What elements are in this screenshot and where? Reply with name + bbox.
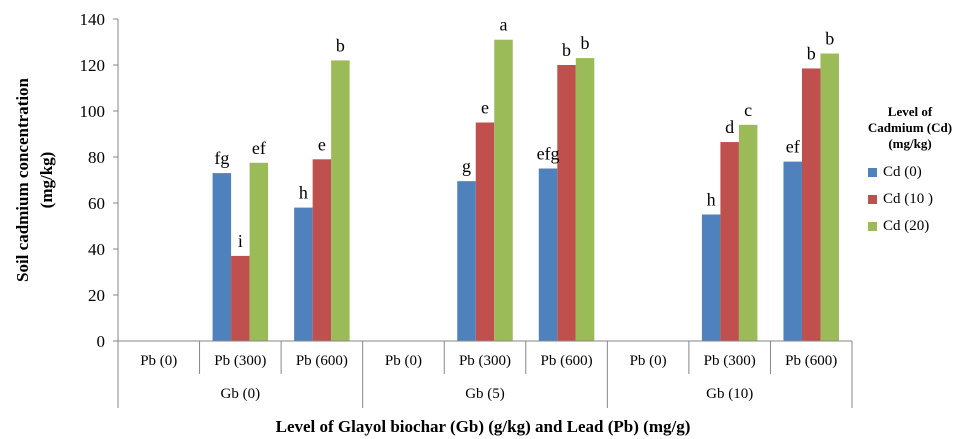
bar bbox=[312, 159, 332, 341]
y-axis-ticks: 0 20 40 60 80 100 120 140 bbox=[80, 10, 118, 351]
legend-label: Cd (10 ) bbox=[883, 191, 933, 207]
y-tick-label: 100 bbox=[80, 102, 106, 121]
bar-data-label: fg bbox=[214, 148, 229, 168]
y-tick-label: 40 bbox=[88, 240, 105, 259]
y-tick-label: 60 bbox=[88, 194, 105, 213]
bar-data-label: b bbox=[825, 29, 834, 49]
bar bbox=[801, 68, 821, 341]
bar-data-label: h bbox=[707, 190, 716, 210]
bar bbox=[538, 168, 558, 341]
bar-data-label: c bbox=[744, 100, 752, 120]
x-tick-label: Pb (300) bbox=[459, 353, 511, 369]
bar-data-label: a bbox=[500, 15, 508, 35]
x-tick-label: Pb (600) bbox=[541, 353, 593, 369]
bars bbox=[212, 39, 839, 342]
y-tick-label: 0 bbox=[97, 332, 106, 351]
bar-data-label: d bbox=[725, 117, 734, 137]
bar-data-label: b bbox=[581, 33, 590, 53]
group-label: Gb (0) bbox=[221, 386, 261, 402]
x-tick-label: Pb (600) bbox=[296, 353, 348, 369]
y-tick-label: 80 bbox=[88, 148, 105, 167]
bar-data-label: e bbox=[481, 98, 489, 118]
bar-data-label: i bbox=[238, 231, 243, 251]
x-tick-label: Pb (0) bbox=[385, 353, 422, 369]
bar bbox=[212, 173, 232, 341]
legend-title-line: Level of bbox=[887, 104, 933, 119]
bar bbox=[783, 161, 802, 341]
bar bbox=[575, 58, 595, 341]
y-axis-title-line: (mg/kg) bbox=[37, 152, 56, 209]
y-tick-label: 20 bbox=[88, 286, 105, 305]
bar bbox=[331, 60, 350, 342]
bar-data-label: b bbox=[562, 40, 571, 60]
bar bbox=[494, 39, 513, 341]
bar bbox=[249, 162, 269, 341]
legend-title: Level of Cadmium (Cd) (mg/kg) bbox=[862, 104, 958, 152]
bar-data-label: e bbox=[318, 134, 326, 154]
group-label: Gb (5) bbox=[465, 386, 505, 402]
legend-swatch bbox=[868, 195, 877, 204]
x-axis-title: Level of Glayol biochar (Gb) (g/kg) and … bbox=[276, 417, 691, 436]
x-tick-label: Pb (0) bbox=[630, 353, 667, 369]
category-labels: Pb (0) Pb (300) Pb (600) Pb (0) Pb (300) Pb (… bbox=[140, 353, 837, 369]
y-axis-title-text: Soil cadmium concentration (mg/kg) bbox=[13, 77, 56, 282]
legend-item: Cd (0) bbox=[862, 164, 958, 181]
bar bbox=[701, 214, 721, 341]
x-tick-label: Pb (0) bbox=[140, 353, 177, 369]
y-axis-title: Soil cadmium concentration (mg/kg) bbox=[13, 77, 56, 282]
x-tick-label: Pb (600) bbox=[785, 353, 837, 369]
y-axis-title-line: Soil cadmium concentration bbox=[13, 77, 32, 282]
legend-label: Cd (20) bbox=[883, 218, 930, 234]
group-label: Gb (10) bbox=[706, 386, 753, 402]
x-tick-label: Pb (300) bbox=[704, 353, 756, 369]
bar bbox=[820, 53, 839, 341]
legend: Level of Cadmium (Cd) (mg/kg) Cd (0) Cd (10… bbox=[862, 104, 958, 235]
bar bbox=[738, 124, 758, 341]
bar bbox=[231, 255, 250, 341]
bar-data-label: b bbox=[336, 35, 345, 55]
legend-title-line: (mg/kg) bbox=[888, 136, 932, 151]
legend-title-line: Cadmium (Cd) bbox=[867, 120, 953, 135]
legend-item: Cd (20) bbox=[862, 218, 958, 235]
legend-swatch bbox=[868, 222, 877, 231]
bar-data-label: ef bbox=[786, 137, 800, 157]
group-labels: Gb (0) Gb (5) Gb (10) bbox=[221, 386, 754, 402]
y-tick-label: 140 bbox=[80, 10, 106, 29]
legend-swatch bbox=[868, 168, 877, 177]
bar bbox=[557, 65, 576, 341]
axes bbox=[117, 19, 853, 408]
x-tick-label: Pb (300) bbox=[214, 353, 266, 369]
bar-data-label: h bbox=[299, 183, 308, 203]
bar-data-label: efg bbox=[537, 144, 560, 164]
bar-data-label: g bbox=[462, 156, 471, 176]
bar bbox=[457, 181, 476, 341]
bar-data-label: ef bbox=[252, 138, 266, 158]
legend-items: Cd (0) Cd (10 ) Cd (20) bbox=[862, 164, 958, 235]
bar bbox=[294, 207, 313, 341]
legend-item: Cd (10 ) bbox=[862, 191, 958, 208]
bar-data-label: b bbox=[807, 43, 816, 63]
legend-label: Cd (0) bbox=[883, 164, 922, 180]
data-labels: fg h g efg h ef i e e b d b ef b a b c b bbox=[214, 15, 834, 251]
y-tick-label: 120 bbox=[80, 56, 106, 75]
bar bbox=[720, 142, 739, 341]
bar bbox=[475, 122, 495, 341]
